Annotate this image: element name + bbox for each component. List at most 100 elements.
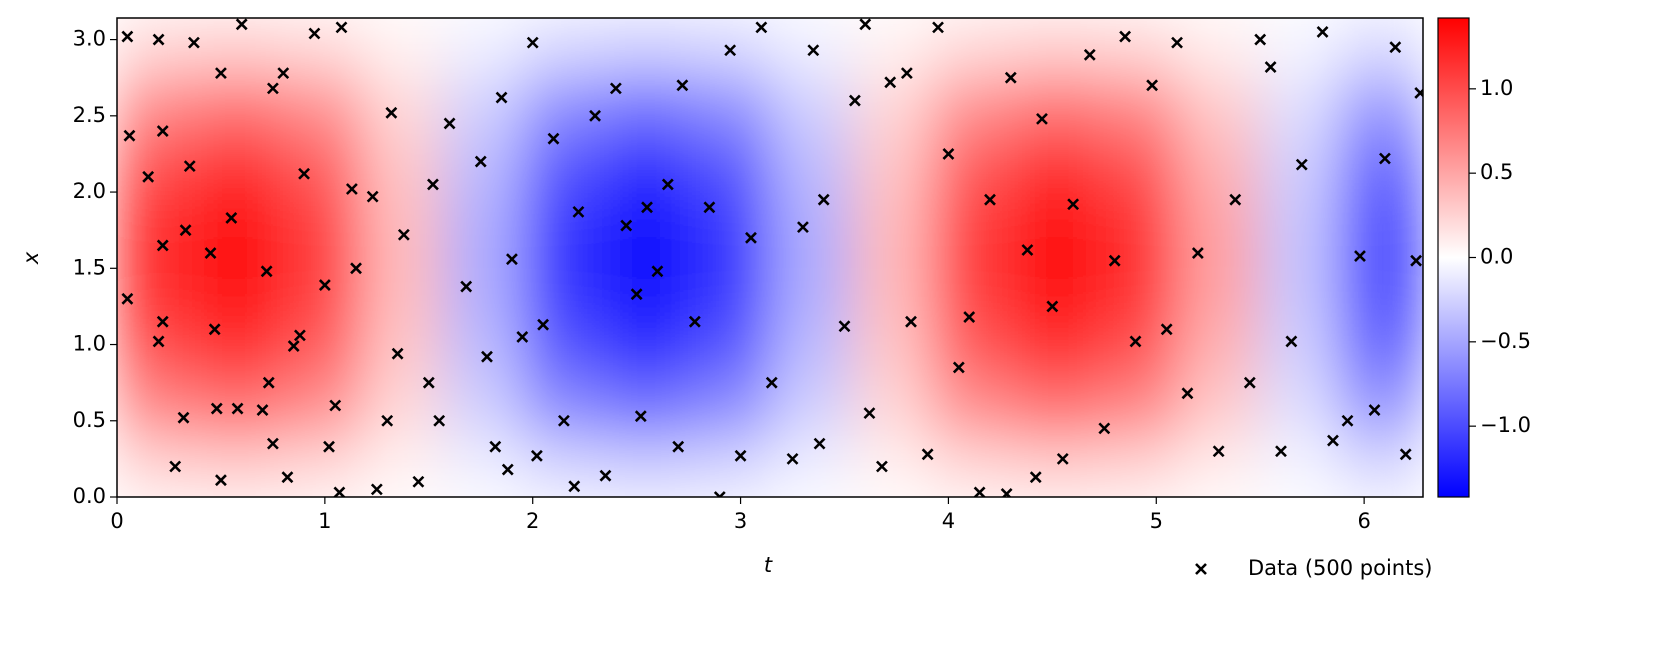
heat-cell [524,436,608,497]
heat-cell [442,436,526,497]
data-point [713,491,726,497]
heat-cell [117,18,200,79]
data-point [1243,376,1256,389]
data-point [215,67,227,80]
y-axis-label: x [19,251,43,265]
heat-cell [687,77,771,139]
heat-cell [1259,77,1342,139]
data-point [530,449,543,462]
data-point [123,129,136,142]
heat-cell [851,436,934,497]
data-point [734,449,747,462]
heat-cell [198,137,281,199]
data-point [183,160,196,173]
colorbar-tick-label: 1.0 [1480,76,1513,100]
heat-cell [1177,137,1261,199]
heat-cell [851,137,934,199]
heat-cell [524,77,608,139]
heat-cell [279,137,363,199]
heat-cell [687,376,771,438]
heat-cell [932,376,1016,438]
colorbar-tick-label: −1.0 [1480,413,1531,437]
data-point [620,219,633,232]
heat-cell [606,137,689,199]
heat-cell [117,436,200,497]
data-point [817,193,830,206]
data-point [1379,152,1391,165]
x-tick-label: 6 [1357,509,1370,533]
heat-cell [1340,436,1423,497]
data-point [152,33,165,46]
data-point [156,315,169,328]
heat-cell [687,257,771,318]
legend-label: Data (500 points) [1248,556,1432,580]
data-point [187,36,200,49]
heat-cell [1259,376,1342,438]
y-tick-label: 1.5 [73,255,106,279]
heat-cell [687,436,771,497]
heat-cell [769,137,853,199]
heat-cell [687,197,771,259]
heat-cell [361,376,444,438]
heat-cell [606,18,689,79]
colorbar-tick-label: 0.5 [1480,160,1513,184]
heat-cell [606,77,689,139]
data-point [215,474,227,487]
scatter-points [121,18,1423,497]
x-tick-label: 1 [318,509,331,533]
heatmap [117,18,1423,497]
data-point [703,201,716,214]
heat-cell [1096,18,1179,79]
data-point [1181,387,1194,400]
heat-cell [1014,18,1097,79]
data-point [1316,26,1329,38]
data-point [568,480,581,493]
data-point [1119,30,1132,43]
data-point [427,178,439,191]
data-point [905,315,917,328]
heat-cell [1177,77,1261,139]
heat-cell [198,257,281,318]
data-point [630,288,643,301]
heat-cell [117,316,200,378]
heat-cell [279,197,363,259]
data-point [350,262,362,275]
data-point [1098,422,1111,435]
data-point [277,67,290,80]
data-point [942,148,955,160]
data-point [210,402,223,415]
x-axis-label: t [764,553,773,577]
heat-cell [117,197,200,259]
heat-cell [198,77,281,139]
data-point [460,280,473,293]
data-point [1191,247,1204,259]
x-tick-label: 3 [734,509,747,533]
heat-cell [117,376,200,438]
data-point [932,21,944,34]
data-point [813,437,826,450]
heat-cell [524,257,608,318]
data-point [1000,488,1013,497]
data-point [1368,404,1381,417]
heat-cell [1096,376,1179,438]
heat-cell [606,257,689,318]
heat-cell [1096,137,1179,199]
data-point [231,402,244,415]
heat-cell [361,436,444,497]
y-tick-label: 3.0 [73,27,106,51]
data-point [863,407,876,420]
heat-cell [442,137,526,199]
legend-marker [1195,563,1207,575]
heat-cell [1340,376,1423,438]
data-point [589,109,601,122]
data-point [1029,471,1042,484]
data-point [308,27,321,40]
heat-cell [279,77,363,139]
data-point [1021,244,1034,256]
data-point [1295,158,1308,171]
x-tick-label: 4 [942,509,955,533]
data-point [318,279,331,291]
heat-cell [1177,18,1261,79]
heat-cell [851,197,934,259]
